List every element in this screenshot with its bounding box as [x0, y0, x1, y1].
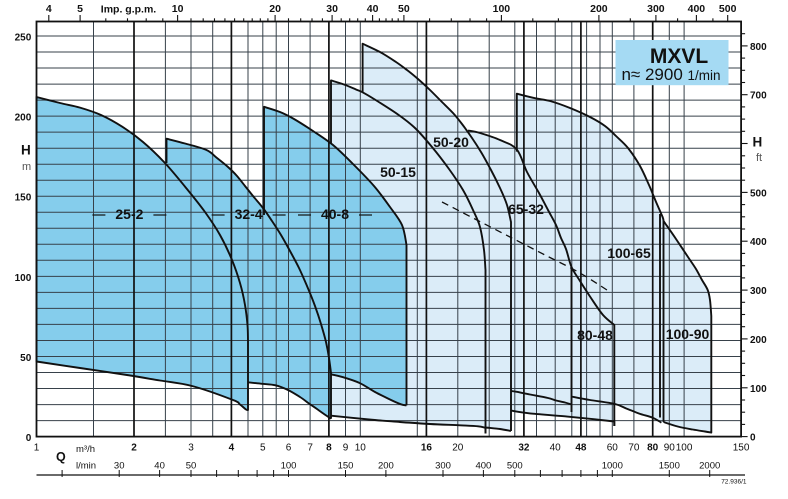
svg-text:100: 100: [750, 384, 767, 395]
svg-text:30: 30: [114, 461, 125, 472]
svg-text:100: 100: [676, 443, 693, 454]
svg-text:25-2: 25-2: [115, 206, 143, 222]
svg-text:H: H: [21, 143, 31, 158]
svg-text:40: 40: [550, 443, 562, 454]
svg-text:800: 800: [750, 42, 767, 53]
svg-text:50-15: 50-15: [380, 164, 416, 180]
svg-text:400: 400: [475, 461, 491, 472]
svg-text:250: 250: [15, 33, 32, 44]
svg-text:1000: 1000: [602, 461, 623, 472]
svg-text:200: 200: [378, 461, 394, 472]
svg-text:Imp. g.p.m.: Imp. g.p.m.: [101, 3, 157, 15]
svg-text:50: 50: [186, 461, 197, 472]
svg-text:60: 60: [607, 443, 619, 454]
svg-text:4: 4: [229, 443, 235, 454]
svg-text:70: 70: [628, 443, 640, 454]
svg-text:80-48: 80-48: [577, 327, 613, 343]
svg-text:100: 100: [15, 273, 32, 284]
svg-text:48: 48: [575, 443, 587, 454]
svg-text:300: 300: [647, 3, 665, 15]
svg-text:20: 20: [452, 443, 464, 454]
svg-text:700: 700: [750, 91, 767, 102]
svg-text:m³/h: m³/h: [76, 444, 95, 455]
svg-text:90: 90: [664, 443, 676, 454]
svg-text:40: 40: [154, 461, 165, 472]
svg-text:ft: ft: [756, 152, 762, 164]
svg-text:200: 200: [750, 335, 767, 346]
svg-text:6: 6: [286, 443, 292, 454]
svg-text:65-32: 65-32: [508, 201, 544, 217]
svg-text:150: 150: [338, 461, 354, 472]
svg-text:10: 10: [355, 443, 367, 454]
svg-text:7: 7: [307, 443, 313, 454]
svg-text:3: 3: [188, 443, 194, 454]
svg-text:400: 400: [688, 3, 706, 15]
svg-text:200: 200: [590, 3, 608, 15]
svg-text:2000: 2000: [699, 461, 720, 472]
svg-text:150: 150: [15, 193, 32, 204]
svg-text:0: 0: [26, 433, 32, 444]
svg-text:n≈ 2900 1/min: n≈ 2900 1/min: [621, 65, 720, 84]
svg-text:20: 20: [269, 3, 281, 15]
svg-text:9: 9: [343, 443, 349, 454]
svg-text:MXVL: MXVL: [650, 45, 709, 68]
svg-text:5: 5: [260, 443, 266, 454]
svg-text:H: H: [753, 135, 763, 150]
svg-text:100: 100: [493, 3, 511, 15]
svg-text:50: 50: [20, 353, 32, 364]
svg-text:2: 2: [131, 443, 137, 454]
svg-text:10: 10: [172, 3, 184, 15]
svg-text:100: 100: [281, 461, 297, 472]
svg-text:200: 200: [15, 113, 32, 124]
svg-text:32-4: 32-4: [235, 206, 263, 222]
svg-text:1: 1: [34, 443, 40, 454]
svg-text:72.936/1: 72.936/1: [721, 479, 747, 486]
svg-text:32: 32: [518, 443, 530, 454]
svg-text:40-8: 40-8: [321, 206, 349, 222]
svg-text:8: 8: [326, 443, 332, 454]
svg-text:500: 500: [750, 188, 767, 199]
svg-text:40: 40: [367, 3, 379, 15]
svg-text:Q: Q: [56, 450, 66, 464]
svg-text:4: 4: [46, 3, 52, 15]
svg-text:1500: 1500: [659, 461, 680, 472]
svg-text:150: 150: [733, 443, 750, 454]
svg-text:80: 80: [647, 443, 659, 454]
svg-text:l/min: l/min: [76, 461, 96, 472]
svg-text:0: 0: [750, 433, 756, 444]
svg-text:m: m: [22, 161, 31, 173]
svg-text:500: 500: [507, 461, 523, 472]
svg-text:300: 300: [750, 286, 767, 297]
svg-text:30: 30: [326, 3, 338, 15]
svg-text:16: 16: [421, 443, 433, 454]
svg-text:100-90: 100-90: [666, 326, 710, 342]
svg-text:400: 400: [750, 237, 767, 248]
svg-text:50-20: 50-20: [433, 134, 469, 150]
svg-text:5: 5: [77, 3, 83, 15]
svg-text:500: 500: [719, 3, 737, 15]
svg-text:50: 50: [398, 3, 410, 15]
svg-text:300: 300: [435, 461, 451, 472]
svg-text:100-65: 100-65: [607, 245, 651, 261]
